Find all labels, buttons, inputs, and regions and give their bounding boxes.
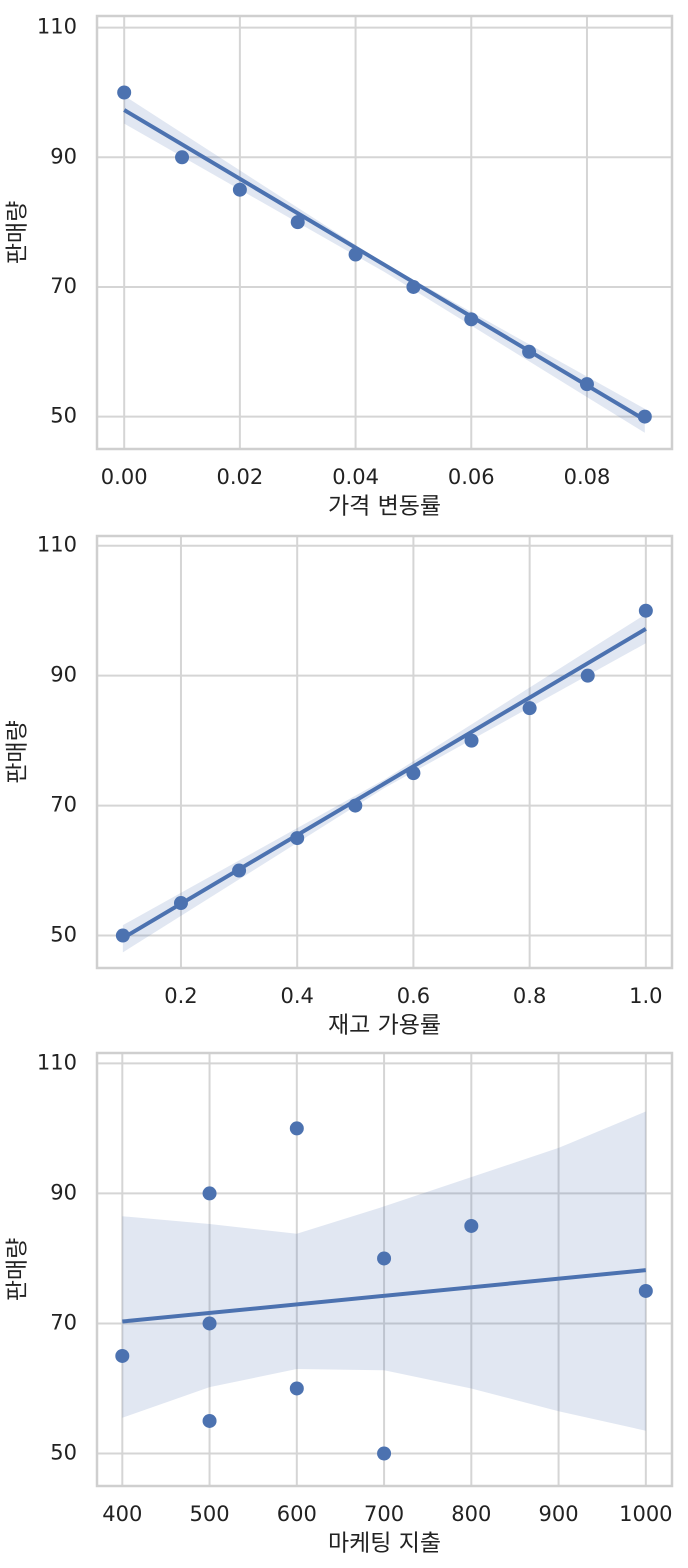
x-axis-label: 마케팅 지출 xyxy=(328,1531,441,1557)
x-tick-label: 800 xyxy=(451,1502,491,1526)
data-point xyxy=(117,85,132,100)
axes-frame xyxy=(95,1051,674,1488)
x-tick-label: 0.04 xyxy=(332,465,379,489)
data-point xyxy=(464,312,479,327)
y-tick-label: 110 xyxy=(37,15,77,39)
x-tick-label: 1000 xyxy=(619,1502,672,1526)
data-point xyxy=(579,377,594,392)
x-tick-label: 0.8 xyxy=(513,984,546,1008)
y-tick-label: 90 xyxy=(50,663,77,687)
data-point xyxy=(175,150,190,165)
data-point xyxy=(232,863,247,878)
x-tick-label: 0.08 xyxy=(564,465,611,489)
data-point xyxy=(202,1413,217,1428)
data-point xyxy=(290,831,305,846)
y-tick-label: 50 xyxy=(50,404,77,428)
x-tick-label: 0.02 xyxy=(216,465,263,489)
x-axis-label: 가격 변동률 xyxy=(328,494,441,520)
data-point xyxy=(638,603,653,618)
y-tick-label: 70 xyxy=(50,793,77,817)
data-point xyxy=(348,798,363,813)
data-point xyxy=(464,1218,479,1233)
x-tick-label: 600 xyxy=(277,1502,317,1526)
data-point xyxy=(377,1446,392,1461)
subplot: 50 70 90 110 400 500 600 700 800 900 1000 마케팅 지출 판매량 xyxy=(5,1050,674,1557)
data-point xyxy=(464,733,479,748)
regression-line xyxy=(122,1268,647,1324)
x-tick-label: 0.00 xyxy=(101,465,148,489)
y-tick-label: 50 xyxy=(50,923,77,947)
y-tick-label: 70 xyxy=(50,274,77,298)
y-tick-label: 90 xyxy=(50,144,77,168)
y-axis-label: 판매량 xyxy=(5,201,31,264)
data-point xyxy=(377,1251,392,1266)
x-tick-label: 900 xyxy=(539,1502,579,1526)
y-tick-label: 110 xyxy=(37,533,77,557)
data-point xyxy=(115,1348,130,1363)
x-tick-label: 700 xyxy=(364,1502,404,1526)
confidence-band xyxy=(122,1111,646,1431)
data-point xyxy=(406,279,421,294)
y-axis-label: 판매량 xyxy=(5,1238,31,1301)
y-tick-label: 50 xyxy=(50,1440,77,1464)
x-tick-label: 500 xyxy=(190,1502,230,1526)
data-point xyxy=(289,1121,304,1136)
axes-frame xyxy=(95,14,674,451)
axes-frame xyxy=(95,534,674,970)
y-axis-label: 판매량 xyxy=(5,720,31,783)
data-point xyxy=(290,215,305,230)
y-tick-label: 70 xyxy=(50,1310,77,1334)
data-point xyxy=(580,668,595,683)
data-point xyxy=(202,1316,217,1331)
x-tick-label: 1.0 xyxy=(629,984,662,1008)
data-point xyxy=(637,409,652,424)
y-tick-label: 110 xyxy=(37,1050,77,1074)
x-tick-label: 400 xyxy=(102,1502,142,1526)
y-tick-label: 90 xyxy=(50,1180,77,1204)
x-tick-label: 0.06 xyxy=(448,465,495,489)
regression-line xyxy=(121,627,647,940)
subplot: 50 70 90 110 0.00 0.02 0.04 0.06 0.08 가격 변동률 판매량 xyxy=(5,14,674,520)
x-tick-label: 0.2 xyxy=(164,984,197,1008)
data-point xyxy=(522,344,537,359)
data-point xyxy=(115,928,130,943)
x-tick-label: 0.6 xyxy=(397,984,430,1008)
x-axis-label: 재고 가용률 xyxy=(328,1013,441,1039)
data-point xyxy=(289,1381,304,1396)
data-point xyxy=(522,701,537,716)
data-point xyxy=(202,1186,217,1201)
data-point xyxy=(173,896,188,911)
data-point xyxy=(638,1283,653,1298)
subplot: 50 70 90 110 0.2 0.4 0.6 0.8 1.0 재고 가용률 판매량 xyxy=(5,533,674,1039)
data-point xyxy=(406,766,421,781)
data-point xyxy=(348,247,363,262)
data-point xyxy=(232,182,247,197)
regression-line xyxy=(123,108,646,422)
x-tick-label: 0.4 xyxy=(280,984,313,1008)
